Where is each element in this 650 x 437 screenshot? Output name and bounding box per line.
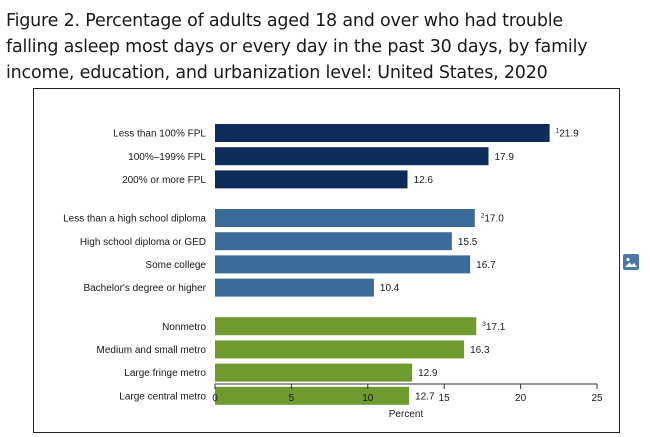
bar — [215, 278, 374, 297]
bar — [215, 124, 550, 142]
bar-chart: Less than 100% FPL 121.9 100%–199% FPL 17.9… — [63, 124, 603, 420]
x-tick-label: 0 — [212, 393, 218, 404]
category-label: Large fringe metro — [124, 368, 206, 379]
x-tick-label: 25 — [591, 393, 603, 404]
value-label: 12.7 — [415, 391, 435, 402]
value-label: 16.3 — [470, 345, 490, 356]
x-tick-label: 20 — [515, 393, 527, 404]
category-label: Bachelor's degree or higher — [83, 283, 206, 294]
category-label: Large central metro — [119, 391, 206, 402]
category-label: Less than 100% FPL — [113, 129, 206, 140]
category-label: Less than a high school diploma — [63, 214, 206, 225]
category-label: Some college — [145, 260, 206, 271]
bar — [215, 317, 477, 336]
category-label: 100%–199% FPL — [128, 152, 206, 163]
bar — [215, 170, 408, 189]
x-tick-label: 15 — [439, 393, 451, 404]
value-label: 17.9 — [495, 152, 515, 163]
x-tick-label: 10 — [362, 393, 374, 404]
value-label: 15.5 — [458, 237, 478, 248]
figure-title: Figure 2. Percentage of adults aged 18 a… — [6, 11, 588, 83]
category-label: High school diploma or GED — [80, 237, 206, 248]
value-label: 121.9 — [556, 128, 580, 140]
bar — [215, 232, 452, 251]
value-label: 16.7 — [476, 260, 496, 271]
value-label: 12.6 — [414, 175, 434, 186]
image-icon[interactable] — [623, 254, 639, 270]
bar — [215, 386, 410, 405]
category-label: Medium and small metro — [97, 345, 207, 356]
x-tick-label: 5 — [289, 393, 295, 404]
x-axis-title: Percent — [389, 409, 424, 420]
category-label: 200% or more FPL — [122, 175, 206, 186]
value-label: 12.9 — [418, 368, 438, 379]
bar — [215, 209, 475, 227]
value-label: 10.4 — [380, 283, 400, 294]
bar — [215, 340, 465, 359]
value-label: 217.0 — [481, 213, 505, 225]
category-label: Nonmetro — [162, 322, 206, 333]
chart-frame: Less than 100% FPL 121.9 100%–199% FPL 17.9… — [33, 88, 620, 433]
value-label: 317.1 — [482, 321, 506, 333]
bar — [215, 147, 489, 166]
bar — [215, 363, 413, 382]
bar — [215, 255, 471, 274]
